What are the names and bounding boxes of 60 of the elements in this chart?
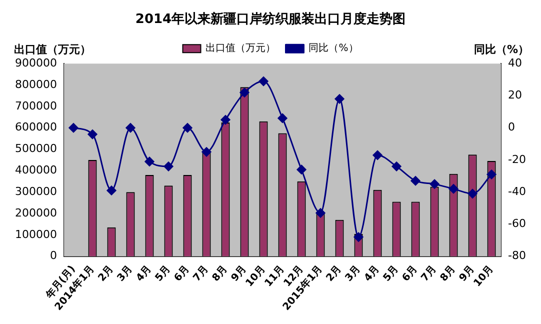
point — [448, 184, 458, 194]
point — [430, 179, 440, 189]
point — [486, 170, 496, 180]
x-tick-label: 3月 — [343, 264, 363, 284]
y2-tick-label: -40 — [508, 184, 526, 198]
x-tick-label: 5月 — [381, 264, 401, 284]
point — [126, 123, 136, 133]
legend-label: 出口值（万元） — [206, 42, 276, 54]
y2-tick-label: 40 — [508, 56, 522, 70]
point — [144, 156, 154, 166]
y2-tick-label: -60 — [508, 217, 526, 230]
y-tick-label: 700000 — [14, 99, 57, 112]
legend-label: 同比（%） — [308, 42, 358, 54]
x-tick-label: 2月 — [324, 264, 344, 284]
x-tick-label: 3月 — [115, 264, 135, 284]
point — [372, 150, 382, 160]
y2-tick-label: -80 — [508, 249, 526, 262]
y-axis-title: 出口值（万元） — [14, 42, 91, 56]
x-tick-label: 6月 — [172, 264, 192, 284]
y-tick-label: 0 — [50, 249, 57, 262]
y2-tick-label: 0 — [508, 120, 516, 134]
x-tick-label: 10月 — [472, 264, 496, 290]
point — [220, 115, 230, 125]
point — [202, 147, 212, 157]
x-tick-label: 7月 — [419, 264, 439, 284]
y-tick-label: 600000 — [14, 120, 57, 134]
point — [182, 123, 192, 133]
chart-title: 2014年以来新疆口岸纺织服装出口月度走势图 — [135, 11, 406, 28]
y-tick-label: 300000 — [14, 184, 57, 198]
y2-axis-title: 同比（%） — [474, 42, 529, 56]
x-tick-label: 6月 — [400, 264, 420, 284]
point — [392, 162, 402, 172]
point — [258, 76, 268, 86]
point — [316, 208, 326, 218]
y2-tick-label: 20 — [508, 88, 522, 102]
point — [88, 130, 98, 140]
y-tick-label: 100000 — [14, 228, 57, 241]
point — [240, 88, 250, 98]
y-tick-label: 400000 — [14, 164, 57, 177]
point — [106, 186, 116, 196]
point — [278, 113, 288, 123]
point — [164, 162, 174, 172]
y-tick-label: 500000 — [14, 142, 57, 156]
y2-tick-label: -20 — [508, 152, 526, 166]
x-tick-label: 7月 — [191, 264, 211, 284]
point — [68, 123, 78, 133]
x-tick-label: 4月 — [362, 264, 382, 284]
point — [410, 176, 420, 186]
point — [334, 94, 344, 104]
x-tick-label: 4月 — [134, 264, 154, 284]
point — [354, 232, 364, 242]
x-tick-label: 5月 — [153, 264, 173, 284]
x-tick-label: 2月 — [96, 264, 116, 284]
y-tick-label: 800000 — [14, 78, 57, 91]
x-tick-label: 8月 — [438, 264, 458, 284]
point — [468, 188, 478, 198]
y-tick-label: 900000 — [14, 56, 57, 70]
point — [296, 164, 306, 174]
x-tick-label: 8月 — [210, 264, 230, 284]
y-tick-label: 200000 — [14, 206, 57, 220]
